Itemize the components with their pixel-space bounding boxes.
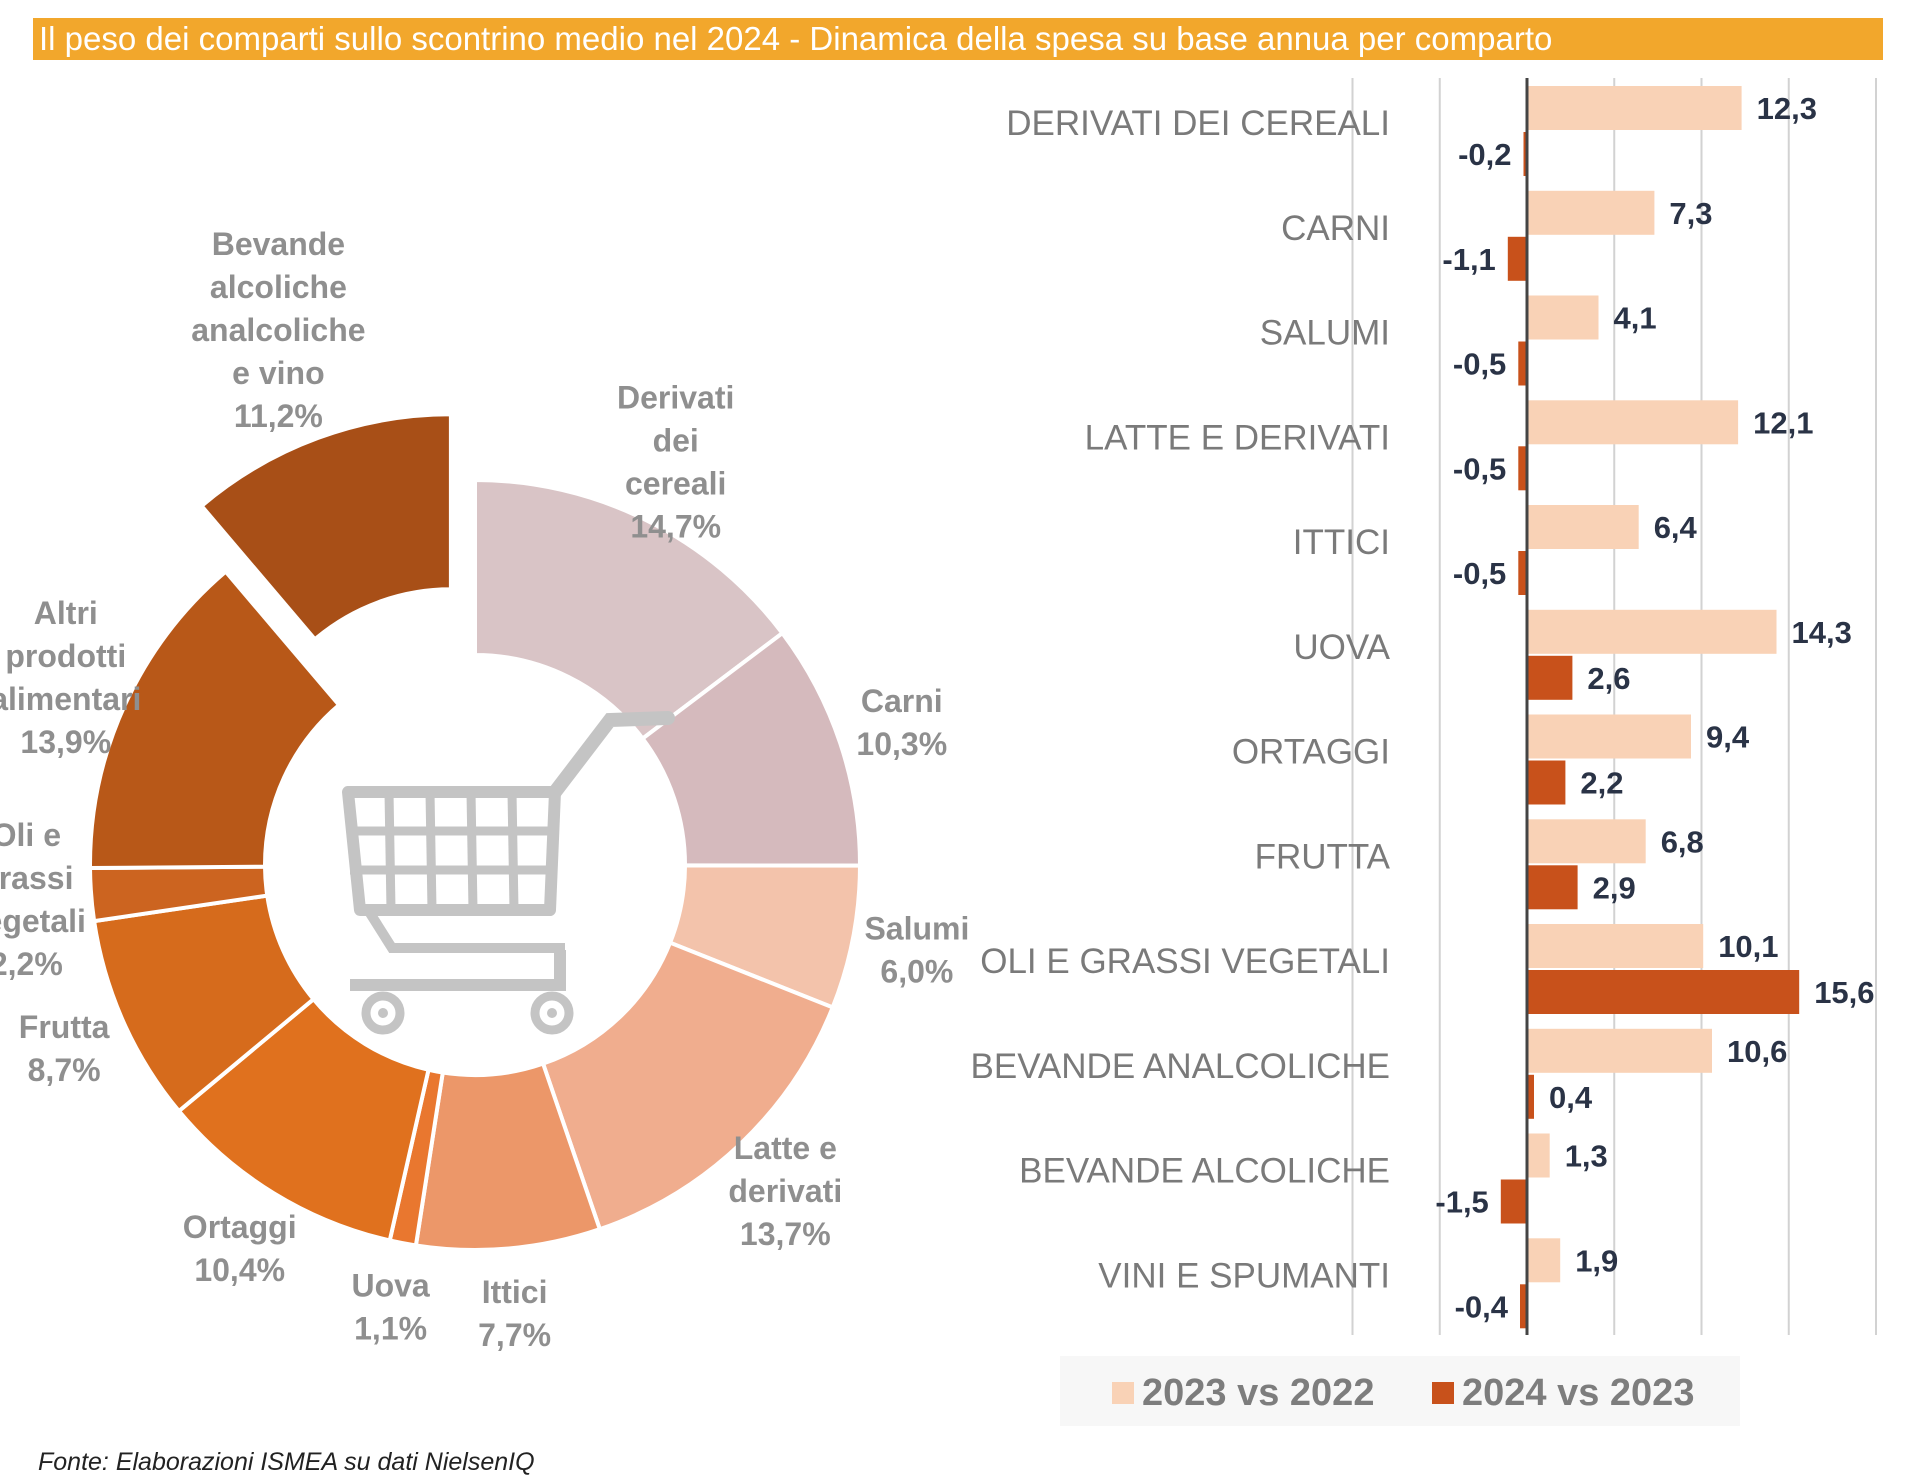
donut-slice-latte-e-derivati [540,940,836,1232]
donut-label-latte-e-derivati: Latte e derivati 13,7% [728,1130,842,1252]
bar-value-2024-vs-2023-bevande-alcoliche: -1,5 [1435,1185,1488,1220]
bar-2024-vs-2023-uova [1527,655,1573,700]
category-label-uova: UOVA [1293,628,1390,667]
donut-labels: Derivati dei cereali 14,7% Carni 10,3% Salumi 6… [0,226,969,1353]
bar-value-2024-vs-2023-bevande-analcoliche: 0,4 [1549,1080,1593,1115]
donut-label-carni: Carni 10,3% [856,683,947,762]
bar-2023-vs-2022-derivati-dei-cereali [1527,86,1742,130]
bar-2023-vs-2022-carni [1527,190,1655,235]
bar-value-2024-vs-2023-oli-e-grassi-vegetali: 15,6 [1814,975,1874,1010]
bar-value-2023-vs-2022-uova: 14,3 [1792,615,1852,650]
bar-value-2024-vs-2023-latte-e-derivati: -0,5 [1453,451,1506,486]
bar-2024-vs-2023-vini-e-spumanti [1520,1284,1527,1329]
bar-2024-vs-2023-salumi [1518,341,1527,386]
bar-value-2023-vs-2022-ittici: 6,4 [1654,510,1698,545]
bar-value-2023-vs-2022-frutta: 6,8 [1661,824,1704,859]
bar-value-2023-vs-2022-oli-e-grassi-vegetali: 10,1 [1718,929,1778,964]
bar-value-2023-vs-2022-vini-e-spumanti: 1,9 [1575,1243,1618,1278]
bar-value-2023-vs-2022-carni: 7,3 [1669,196,1712,231]
bar-value-2024-vs-2023-frutta: 2,9 [1593,870,1636,905]
bar-2024-vs-2023-bevande-analcoliche [1527,1074,1534,1119]
category-label-oli-e-grassi-vegetali: OLI E GRASSI VEGETALI [980,942,1390,981]
donut-label-altri-prodotti-alimentari: Altri prodotti alimentari 13,9% [0,595,141,760]
category-label-bevande-alcoliche: BEVANDE ALCOLICHE [1019,1152,1390,1191]
bar-2024-vs-2023-carni [1507,236,1527,281]
bar-2023-vs-2022-frutta [1527,819,1646,864]
bar-2024-vs-2023-derivati-dei-cereali [1523,132,1527,176]
category-label-latte-e-derivati: LATTE E DERIVATI [1085,418,1390,457]
bar-2023-vs-2022-bevande-analcoliche [1527,1028,1712,1073]
bar-2023-vs-2022-bevande-alcoliche [1527,1133,1550,1178]
bar-chart: DERIVATI DEI CEREALI 12,3 -0,2 CARNI 7,3 -1,1… [971,78,1877,1335]
bar-2024-vs-2023-oli-e-grassi-vegetali [1527,970,1800,1014]
bar-value-2024-vs-2023-carni: -1,1 [1442,242,1495,277]
source-note: Fonte: Elaborazioni ISMEA su dati Nielse… [38,1448,535,1476]
bar-2023-vs-2022-latte-e-derivati [1527,400,1739,445]
chart-title-bar: Il peso dei comparti sullo scontrino med… [33,18,1883,60]
legend-background [1060,1356,1740,1426]
legend-swatch-2024-vs-2023 [1432,1382,1454,1404]
bar-value-2023-vs-2022-derivati-dei-cereali: 12,3 [1757,91,1817,126]
bar-value-2024-vs-2023-ortaggi: 2,2 [1580,766,1623,801]
legend-label-2023-vs-2022: 2023 vs 2022 [1142,1372,1374,1414]
bar-2024-vs-2023-frutta [1527,865,1578,910]
legend-swatch-2023-vs-2022 [1112,1382,1134,1404]
bar-value-2024-vs-2023-salumi: -0,5 [1453,347,1506,382]
donut-slice-bevande-alcoliche-analcoliche-e-vino [198,412,453,643]
donut-label-uova: Uova 1,1% [351,1268,429,1347]
donut-label-bevande-alcoliche-analcoliche-e-vino: Bevande alcoliche analcoliche e vino 11,2% [191,226,365,434]
category-label-ittici: ITTICI [1293,523,1390,562]
category-label-salumi: SALUMI [1260,314,1390,353]
donut-label-salumi: Salumi 6,0% [864,911,969,990]
bar-value-2023-vs-2022-salumi: 4,1 [1614,301,1657,336]
legend-label-2024-vs-2023: 2024 vs 2023 [1462,1372,1694,1414]
bar-2023-vs-2022-vini-e-spumanti [1527,1238,1561,1283]
bar-2023-vs-2022-uova [1527,609,1777,654]
category-label-ortaggi: ORTAGGI [1232,733,1390,772]
bar-2023-vs-2022-oli-e-grassi-vegetali [1527,924,1704,968]
bar-2023-vs-2022-ortaggi [1527,714,1691,759]
donut-label-derivati-dei-cereali: Derivati dei cereali 14,7% [617,380,734,545]
bar-value-2024-vs-2023-vini-e-spumanti: -0,4 [1455,1289,1509,1324]
donut-label-ortaggi: Ortaggi 10,4% [183,1209,297,1288]
donut-label-frutta: Frutta 8,7% [19,1009,110,1088]
category-label-frutta: FRUTTA [1255,837,1391,876]
bar-value-2023-vs-2022-latte-e-derivati: 12,1 [1753,405,1813,440]
bar-value-2023-vs-2022-bevande-analcoliche: 10,6 [1727,1034,1787,1069]
bar-2023-vs-2022-ittici [1527,505,1639,549]
bar-value-2024-vs-2023-derivati-dei-cereali: -0,2 [1458,137,1511,172]
bar-2024-vs-2023-ittici [1518,551,1527,595]
category-label-bevande-analcoliche: BEVANDE ANALCOLICHE [971,1047,1391,1086]
category-label-carni: CARNI [1281,209,1390,248]
shopping-cart-icon [342,711,675,1035]
bar-2024-vs-2023-bevande-alcoliche [1500,1179,1527,1224]
donut-label-oli-e-grassi-vegetali: Oli egrassivegetali2,2% [0,817,86,982]
donut-label-ittici: Ittici 7,7% [478,1274,551,1353]
bar-value-2024-vs-2023-ittici: -0,5 [1453,556,1506,591]
category-label-vini-e-spumanti: VINI E SPUMANTI [1098,1256,1390,1295]
donut-chart [87,412,863,1252]
bar-value-2023-vs-2022-ortaggi: 9,4 [1706,720,1750,755]
bar-value-2023-vs-2022-bevande-alcoliche: 1,3 [1565,1139,1608,1174]
donut-slice-derivati-dei-cereali [473,477,786,742]
bar-chart-legend: 2023 vs 2022 2024 vs 2023 [1060,1356,1740,1426]
bar-2023-vs-2022-salumi [1527,295,1599,340]
bar-value-2024-vs-2023-uova: 2,6 [1587,661,1630,696]
category-label-derivati-dei-cereali: DERIVATI DEI CEREALI [1006,104,1390,143]
bar-2024-vs-2023-ortaggi [1527,760,1566,805]
donut-slice-altri-prodotti-alimentari [88,568,342,871]
bar-2024-vs-2023-latte-e-derivati [1518,446,1527,491]
